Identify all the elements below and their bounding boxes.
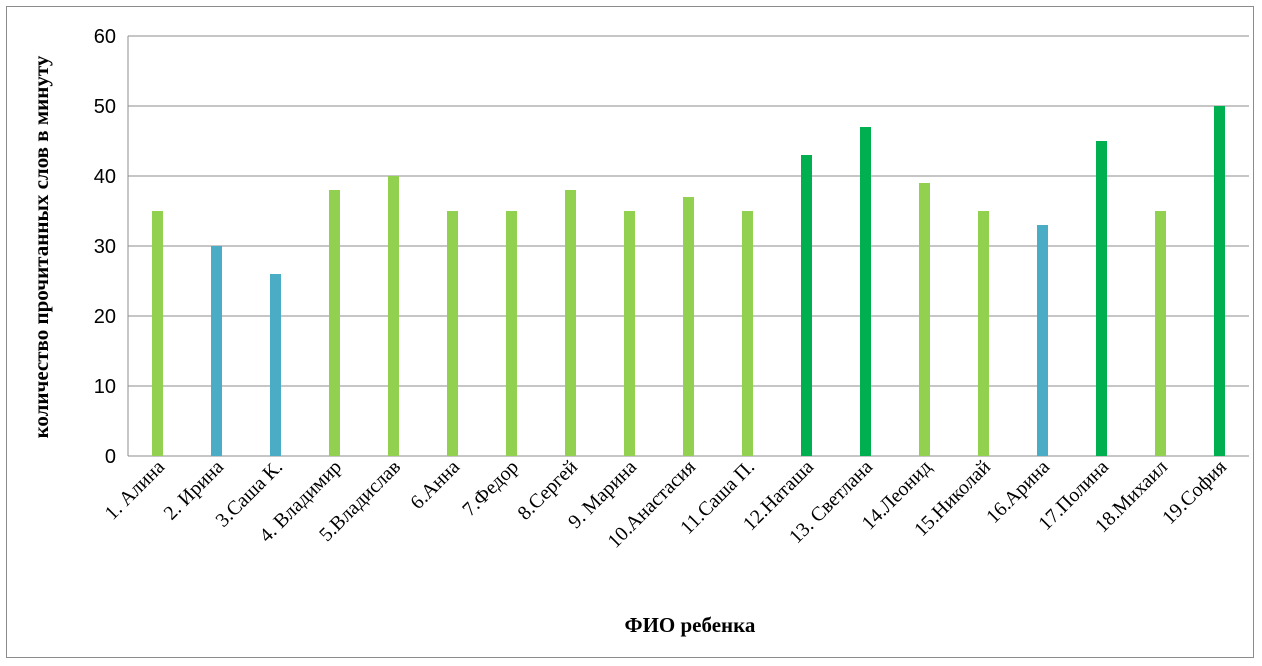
y-tick-label: 0 [105,446,116,468]
bar [1155,211,1166,456]
y-tick-label: 50 [94,96,116,118]
y-axis-title: количество прочитанных слов в минуту [29,55,53,438]
chart-frame: 0 10 20 30 40 50 60 1. Алина 2. Ирина 3.Саша К. 4… [6,6,1254,658]
bar [388,176,399,456]
x-tick-label: 6.Анна [406,456,464,514]
x-tick-label: 19.София [1158,456,1231,529]
bar [683,197,694,456]
bar [506,211,517,456]
x-axis-title: ФИО ребенка [625,613,756,637]
bar [1214,106,1225,456]
bar [447,211,458,456]
bar [860,127,871,456]
y-tick-label: 30 [94,236,116,258]
bar [565,190,576,456]
x-tick-label: 7.Федор [458,456,523,521]
bar [742,211,753,456]
bar [978,211,989,456]
bar [152,211,163,456]
y-tick-label: 10 [94,376,116,398]
y-tick-label: 60 [94,26,116,48]
bar [1037,225,1048,456]
bar [270,274,281,456]
bar [329,190,340,456]
bars [152,106,1225,456]
bar [211,246,222,456]
y-tick-label: 20 [94,306,116,328]
bar [624,211,635,456]
y-tick-label: 40 [94,166,116,188]
bar [801,155,812,456]
bar [1096,141,1107,456]
bar [919,183,930,456]
y-tick-labels: 0 10 20 30 40 50 60 [94,26,116,468]
